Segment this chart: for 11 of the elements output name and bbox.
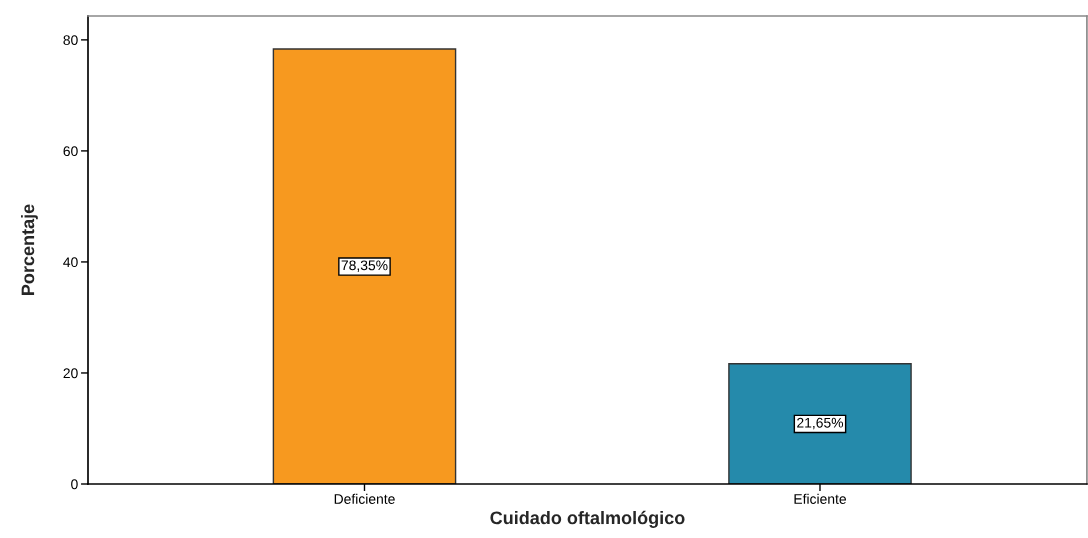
y-axis-title: Porcentaje xyxy=(21,204,38,295)
data-label: 21,65% xyxy=(797,417,844,430)
y-tick-label: 0 xyxy=(71,479,78,490)
x-tick-label: Eficiente xyxy=(794,493,847,504)
y-tick-label: 80 xyxy=(63,35,78,46)
data-label: 78,35% xyxy=(341,260,388,272)
y-tick-label: 40 xyxy=(63,257,78,268)
x-axis-title: Cuidado oftalmológico xyxy=(490,510,685,528)
y-tick-label: 60 xyxy=(63,146,78,157)
y-tick-label: 20 xyxy=(63,368,78,379)
x-tick-label: Deficiente xyxy=(334,493,395,504)
